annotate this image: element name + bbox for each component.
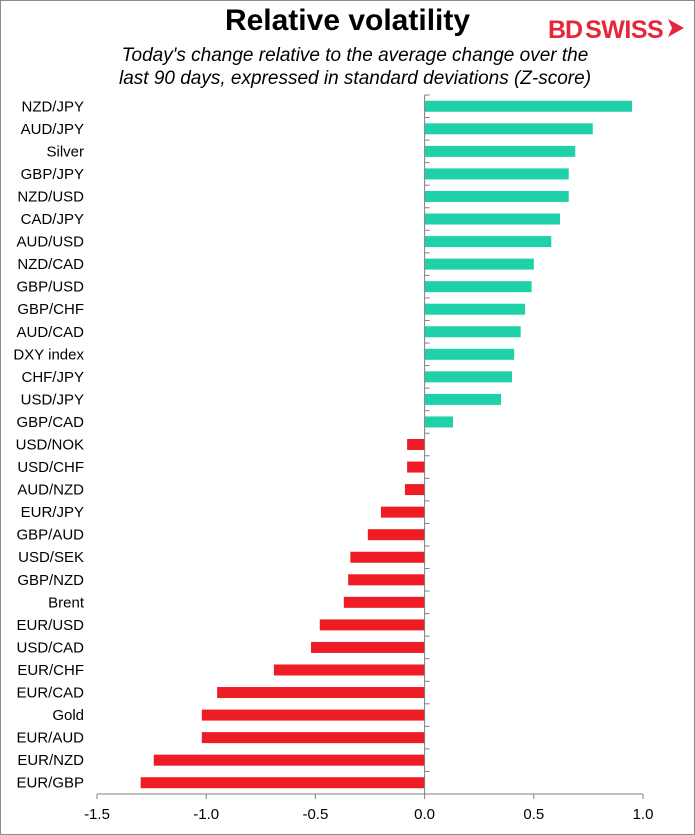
bar: [380, 506, 425, 518]
bar: [350, 551, 425, 563]
bar: [273, 664, 425, 676]
bar: [424, 213, 561, 225]
logo-bd-text: BD: [548, 15, 583, 44]
bar: [319, 619, 425, 631]
bar: [404, 484, 425, 496]
x-tick-label: 0.0: [414, 806, 435, 823]
x-tick-label: -1.5: [84, 806, 110, 823]
bar: [424, 393, 502, 405]
category-label: CHF/JPY: [21, 369, 84, 386]
bar: [311, 641, 425, 653]
arrow-icon: [666, 17, 686, 44]
bar: [153, 754, 425, 766]
category-label: USD/CAD: [16, 639, 84, 656]
bar: [407, 461, 425, 473]
bar: [424, 123, 593, 135]
bar: [348, 574, 425, 586]
category-label: EUR/GBP: [16, 775, 84, 792]
chart-title: Relative volatility: [224, 4, 471, 37]
x-tick-label: -0.5: [302, 806, 328, 823]
category-label: GBP/JPY: [21, 166, 84, 183]
category-label: GBP/NZD: [17, 572, 84, 589]
category-label: NZD/USD: [17, 188, 84, 205]
category-label: EUR/JPY: [21, 504, 84, 521]
logo-swiss-text: SWISS: [585, 15, 664, 44]
category-label: AUD/CAD: [16, 324, 84, 341]
chart-subtitle: Today's change relative to the average c…: [60, 44, 650, 90]
bar: [424, 145, 576, 157]
bar: [424, 281, 532, 293]
category-label: AUD/NZD: [17, 482, 84, 499]
x-tick-label: 0.5: [523, 806, 544, 823]
category-label: NZD/CAD: [17, 256, 84, 273]
bar: [424, 190, 569, 202]
category-label: AUD/USD: [16, 234, 84, 251]
bar: [407, 439, 425, 450]
x-tick-label: 1.0: [633, 806, 654, 823]
bar: [367, 529, 425, 541]
category-label: GBP/AUD: [16, 527, 84, 544]
subtitle-line-2: last 90 days, expressed in standard devi…: [118, 68, 592, 89]
bar: [343, 596, 425, 608]
category-label: Brent: [48, 594, 85, 611]
bar: [140, 777, 425, 789]
category-label: Gold: [52, 707, 84, 724]
category-label: GBP/CAD: [16, 414, 84, 431]
bar: [424, 258, 534, 270]
bar: [424, 371, 512, 383]
category-label: DXY index: [13, 346, 84, 363]
bar: [201, 709, 425, 721]
category-label: EUR/CHF: [17, 662, 84, 679]
category-label: USD/JPY: [21, 391, 84, 408]
bar: [424, 416, 453, 428]
category-label: CAD/JPY: [21, 211, 84, 228]
bar: [424, 168, 569, 180]
bdswiss-logo: BD SWISS: [548, 15, 686, 45]
category-label: EUR/AUD: [16, 730, 84, 747]
category-label: EUR/NZD: [17, 752, 84, 769]
subtitle-line-1: Today's change relative to the average c…: [121, 45, 589, 66]
category-label: AUD/JPY: [21, 121, 84, 138]
category-label: GBP/CHF: [17, 301, 84, 318]
category-label: GBP/USD: [16, 279, 84, 296]
category-label: EUR/CAD: [16, 685, 84, 702]
category-label: USD/SEK: [18, 549, 84, 566]
category-label: NZD/JPY: [21, 98, 84, 115]
bar: [424, 326, 521, 338]
category-label: USD/CHF: [17, 459, 84, 476]
bar: [424, 236, 552, 248]
bar: [424, 100, 633, 112]
bar: [201, 732, 425, 744]
category-label: Silver: [46, 143, 84, 160]
x-tick-label: -1.0: [193, 806, 219, 823]
category-label: EUR/USD: [16, 617, 84, 634]
bar: [424, 348, 515, 360]
bar: [424, 303, 526, 315]
bar: [217, 687, 425, 699]
category-label: USD/NOK: [16, 437, 84, 454]
